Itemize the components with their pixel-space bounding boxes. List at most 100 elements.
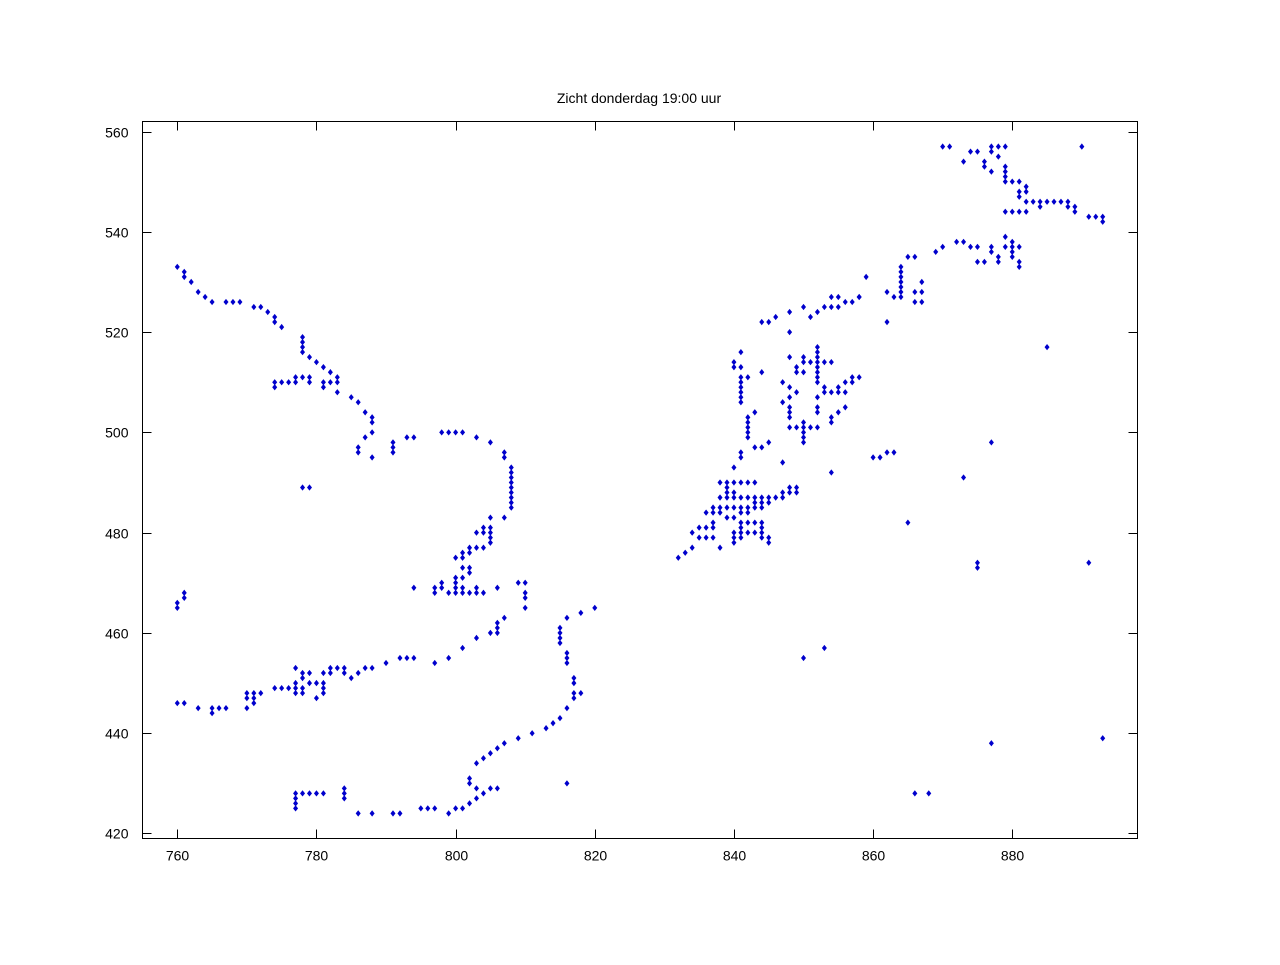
data-point: [397, 810, 403, 817]
data-point: [460, 549, 466, 556]
data-point: [467, 775, 473, 782]
data-point: [564, 659, 570, 667]
data-point: [453, 429, 459, 436]
data-point: [174, 699, 180, 707]
data-point: [738, 479, 744, 486]
data-point: [710, 534, 716, 541]
data-point: [279, 684, 285, 692]
data-point: [1100, 735, 1106, 742]
data-point: [787, 409, 793, 416]
data-point: [188, 278, 194, 286]
data-point: [508, 484, 514, 491]
data-point: [279, 323, 285, 331]
data-point: [898, 293, 904, 301]
data-point: [494, 624, 500, 632]
data-point: [780, 494, 786, 501]
data-point: [223, 298, 229, 306]
data-point: [1009, 178, 1015, 185]
data-point: [821, 359, 827, 366]
data-point: [766, 539, 772, 546]
data-point: [515, 579, 521, 586]
data-point: [884, 318, 890, 326]
data-point: [814, 308, 820, 316]
data-point: [508, 499, 514, 506]
data-point: [974, 564, 980, 571]
data-point: [981, 258, 987, 266]
data-point: [1072, 203, 1078, 210]
y-tick-label: 420: [105, 826, 129, 842]
data-point: [334, 379, 340, 386]
data-point: [446, 589, 452, 596]
data-point: [814, 394, 820, 401]
data-point: [404, 434, 410, 441]
data-point: [745, 429, 751, 436]
data-point: [814, 343, 820, 351]
data-point: [933, 248, 939, 256]
data-point: [787, 394, 793, 401]
data-point: [766, 534, 772, 541]
data-point: [460, 564, 466, 571]
data-point: [891, 449, 897, 456]
data-point: [905, 253, 911, 261]
data-point: [814, 404, 820, 411]
data-point: [508, 489, 514, 496]
data-point: [272, 379, 278, 386]
data-point: [313, 679, 319, 687]
data-point: [787, 308, 793, 316]
data-point: [209, 704, 215, 712]
data-point: [355, 810, 361, 817]
data-point: [961, 238, 967, 245]
data-point: [828, 469, 834, 476]
data-point: [564, 649, 570, 657]
data-point: [487, 629, 493, 637]
x-tick-label: 880: [1001, 848, 1025, 864]
data-point: [1002, 163, 1008, 170]
data-point: [293, 790, 299, 797]
data-point: [954, 238, 960, 245]
data-point: [717, 479, 723, 486]
data-point: [467, 800, 473, 807]
data-point: [835, 409, 841, 416]
data-point: [446, 429, 452, 436]
data-point: [460, 429, 466, 436]
data-point: [293, 805, 299, 812]
data-point: [759, 444, 765, 451]
data-point: [216, 704, 222, 712]
data-point: [460, 644, 466, 652]
data-point: [460, 805, 466, 812]
data-point: [703, 534, 709, 541]
data-point: [1002, 173, 1008, 180]
data-point: [300, 669, 306, 677]
data-point: [439, 429, 445, 436]
data-point: [828, 414, 834, 421]
data-point: [710, 504, 716, 511]
data-point: [745, 414, 751, 421]
data-point: [300, 349, 306, 356]
data-point: [814, 409, 820, 416]
data-point: [460, 584, 466, 591]
data-point: [794, 389, 800, 396]
data-point: [961, 158, 967, 165]
data-point: [759, 499, 765, 506]
data-point: [807, 359, 813, 366]
data-point: [467, 544, 473, 551]
data-point: [752, 479, 758, 486]
data-point: [432, 659, 438, 667]
data-point: [293, 795, 299, 802]
data-point: [988, 740, 994, 747]
data-point: [1002, 243, 1008, 250]
data-point: [821, 389, 827, 396]
data-point: [710, 509, 716, 516]
data-point: [369, 454, 375, 461]
data-point: [919, 278, 925, 286]
data-point: [501, 454, 507, 461]
data-point: [362, 434, 368, 441]
data-point: [745, 504, 751, 511]
data-point: [341, 785, 347, 792]
data-point: [411, 434, 417, 441]
data-point: [300, 484, 306, 491]
data-point: [557, 629, 563, 637]
data-point: [181, 268, 187, 276]
data-point: [689, 544, 695, 551]
